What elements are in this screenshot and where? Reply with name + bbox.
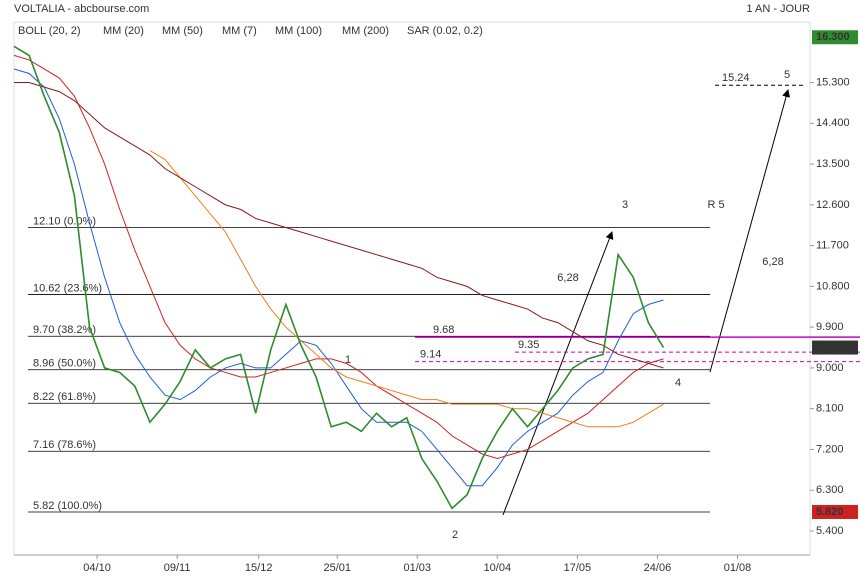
y-tick-label: 10.800: [816, 280, 850, 292]
chart-title: VOLTALIA - abcbourse.com: [14, 3, 149, 15]
fib-label: 8.22 (61.8%): [33, 391, 96, 403]
x-tick-label: 15/12: [245, 562, 273, 574]
legend-entry: MM (7): [222, 25, 257, 37]
x-tick-label: 10/04: [484, 562, 512, 574]
level-label: 9.14: [420, 348, 441, 360]
price-badge: [812, 504, 858, 519]
x-tick-label: 01/08: [724, 562, 752, 574]
y-tick-label: 6.300: [816, 484, 844, 496]
ma-line: [149, 150, 664, 428]
legend-entry: MM (50): [162, 25, 203, 37]
fib-label: 5.82 (100.0%): [33, 500, 102, 512]
y-tick-label: 5.400: [816, 525, 844, 537]
legend-entry: BOLL (20, 2): [18, 25, 81, 37]
x-tick-label: 24/06: [644, 562, 672, 574]
x-tick-label: 25/01: [323, 562, 351, 574]
x-tick-label: 09/11: [164, 562, 191, 574]
fib-label: 9.70 (38.2%): [33, 324, 96, 336]
chart-subtitle: 1 AN - JOUR: [746, 3, 810, 15]
annotation: R 5: [707, 199, 724, 211]
annotation: 5: [784, 69, 790, 81]
y-tick-label: 11.700: [816, 240, 849, 252]
y-tick-label: 14.400: [816, 117, 850, 129]
wave-arrow: [502, 231, 614, 516]
legend-entry: MM (20): [103, 25, 144, 37]
level-label: 9.68: [433, 324, 454, 336]
ma-line: [13, 54, 664, 460]
y-tick-label: 15.300: [816, 76, 850, 88]
legend-entry: MM (100): [275, 25, 322, 37]
annotation: 1: [345, 354, 351, 366]
wave-arrow: [709, 89, 790, 373]
level-label: 15.24: [722, 72, 750, 84]
fib-label: 8.96 (50.0%): [33, 358, 96, 370]
price-badge: [812, 340, 858, 355]
fib-label: 7.16 (78.6%): [33, 439, 96, 451]
y-tick-label: 9.000: [816, 362, 844, 374]
annotation: 6,28: [557, 272, 578, 284]
fib-label: 10.62 (23.6%): [33, 282, 102, 294]
level-label: 9.35: [518, 339, 539, 351]
fib-label: 12.10 (0.0%): [33, 215, 96, 227]
annotation: 2: [452, 529, 458, 541]
annotation: 6,28: [762, 256, 783, 268]
price-badge: [812, 30, 858, 45]
y-tick-label: 12.600: [816, 199, 850, 211]
annotation: 4: [675, 377, 681, 389]
price-badge-label: 5.820: [816, 506, 844, 518]
x-tick-label: 01/03: [404, 562, 432, 574]
price-badge-label: 16.300: [816, 31, 850, 43]
y-tick-label: 13.500: [816, 158, 850, 170]
price-line: [13, 45, 665, 510]
ma-line: [13, 68, 664, 487]
price-badge-label: 9.450: [816, 341, 844, 353]
y-tick-label: 9.900: [816, 321, 844, 333]
x-tick-label: 17/05: [564, 562, 592, 574]
annotation: 3: [622, 199, 628, 211]
y-tick-label: 7.200: [816, 443, 844, 455]
y-tick-label: 8.100: [816, 403, 844, 415]
legend-entry: MM (200): [342, 25, 389, 37]
ma-line: [14, 82, 664, 369]
x-tick-label: 04/10: [83, 562, 111, 574]
legend-entry: SAR (0.02, 0.2): [407, 25, 483, 37]
